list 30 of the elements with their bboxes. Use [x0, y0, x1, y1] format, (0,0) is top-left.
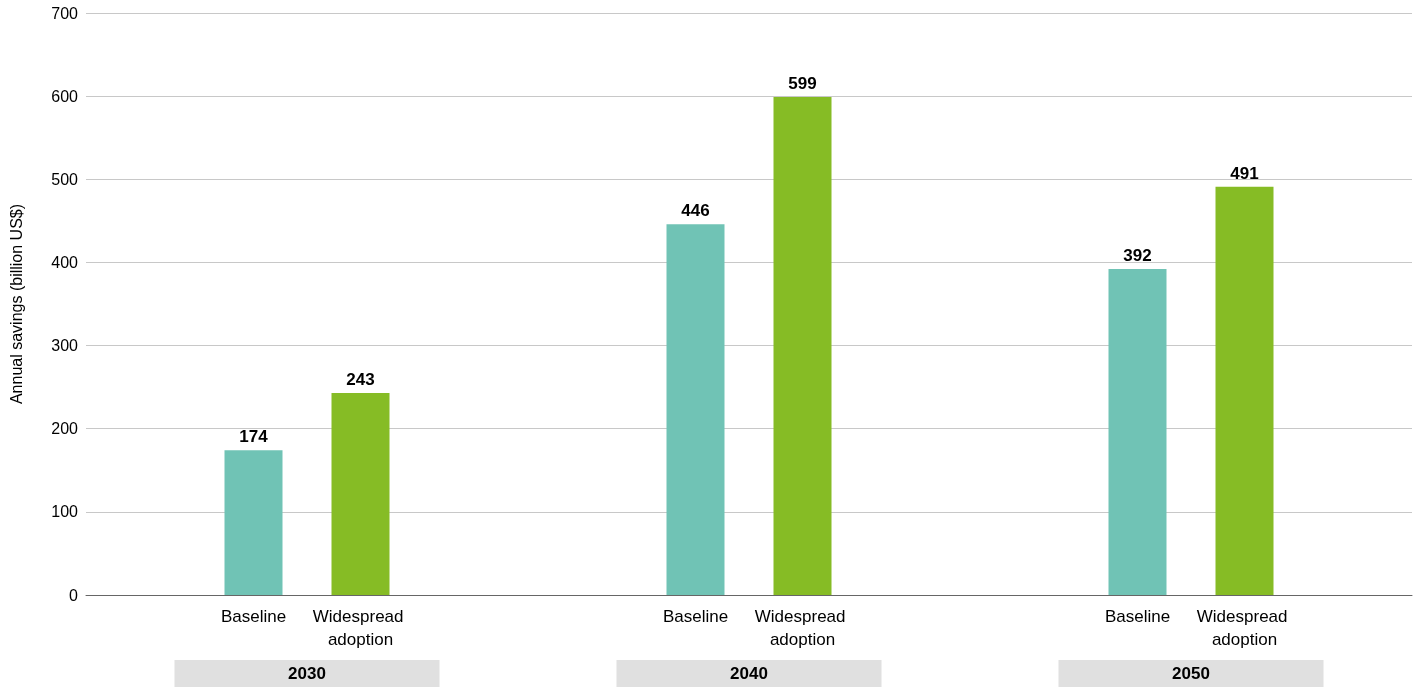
bar [331, 392, 390, 595]
data-label: 392 [1123, 246, 1152, 266]
data-label: 243 [346, 369, 375, 389]
bar [1215, 186, 1274, 595]
text: Baseline [662, 607, 729, 626]
x-tick-label: 2050 [1172, 664, 1210, 683]
y-tick-label: 400 [51, 253, 79, 271]
y-tick-label: 200 [51, 420, 79, 438]
y-tick-label: 300 [51, 337, 79, 355]
text: Widespread adoption [1196, 607, 1288, 649]
y-tick-label: 100 [51, 503, 79, 521]
bar [1108, 269, 1167, 595]
data-label: 446 [681, 201, 710, 221]
x-tick-label: 2040 [730, 664, 768, 683]
data-label: 491 [1230, 163, 1259, 183]
bar [666, 224, 725, 595]
bar [773, 96, 832, 595]
y-tick-label: 600 [51, 87, 79, 105]
y-axis-title: Annual savings (billion US$) [7, 203, 25, 405]
bar [224, 450, 283, 595]
y-tick-label: 500 [51, 170, 79, 188]
text: Baseline [220, 607, 287, 626]
y-tick-label: 700 [51, 4, 79, 22]
series-label: Widespread adoption [312, 607, 409, 649]
series-label: Baseline [1104, 607, 1171, 626]
x-tick-label: 2030 [288, 664, 326, 683]
data-label: 174 [239, 427, 269, 447]
text: Widespread adoption [754, 607, 846, 649]
data-label: 599 [788, 73, 817, 93]
y-tick-label: 0 [69, 586, 79, 604]
